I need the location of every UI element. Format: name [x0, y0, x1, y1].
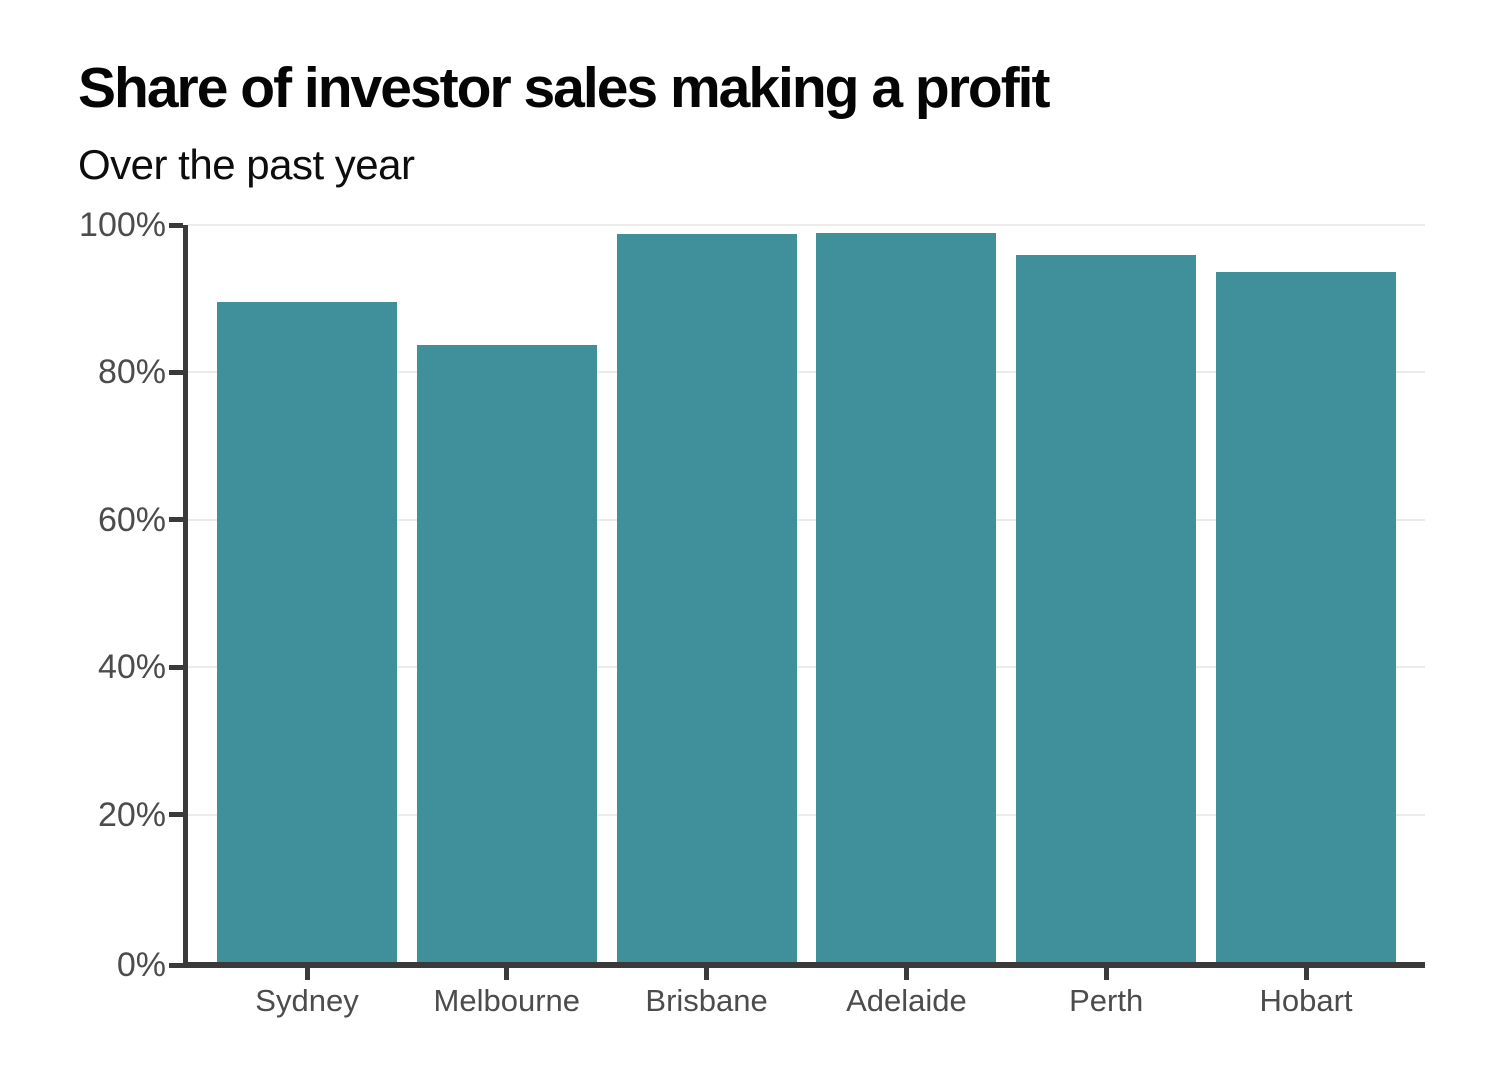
gridline-40	[188, 666, 1425, 669]
x-tick-label-brisbane: Brisbane	[645, 983, 768, 1018]
x-tick-melbourne	[504, 968, 510, 980]
x-tick-adelaide	[903, 968, 909, 980]
bar-adelaide	[816, 233, 996, 962]
x-tick-brisbane	[704, 968, 710, 980]
x-tick-perth	[1103, 968, 1109, 980]
y-tick-100	[169, 222, 183, 228]
gridline-60	[188, 518, 1425, 521]
y-tick-label-100: 100%	[79, 206, 166, 244]
x-tick-label-melbourne: Melbourne	[433, 983, 581, 1018]
y-tick-label-0: 0%	[116, 946, 166, 984]
chart-title: Share of investor sales making a profit	[78, 56, 1050, 120]
x-tick-label-hobart: Hobart	[1259, 983, 1353, 1018]
x-axis-line	[183, 962, 1425, 968]
x-tick-label-perth: Perth	[1069, 983, 1144, 1018]
y-tick-80	[169, 369, 183, 375]
x-tick-sydney	[304, 968, 310, 980]
bar-hobart	[1216, 272, 1396, 962]
gridline-80	[188, 371, 1425, 374]
y-tick-20	[169, 812, 183, 818]
y-axis-line	[183, 225, 188, 968]
bar-perth	[1016, 255, 1196, 962]
x-tick-label-sydney: Sydney	[255, 983, 359, 1018]
y-tick-label-60: 60%	[97, 500, 166, 539]
bar-melbourne	[417, 345, 597, 962]
y-tick-label-40: 40%	[97, 648, 166, 687]
y-tick-label-80: 80%	[97, 353, 166, 392]
x-tick-label-adelaide: Adelaide	[846, 983, 967, 1018]
x-tick-hobart	[1303, 968, 1309, 980]
y-tick-60	[169, 517, 183, 523]
gridline-100	[188, 224, 1425, 226]
gridline-20	[188, 813, 1425, 816]
chart-subtitle: Over the past year	[78, 141, 415, 188]
y-tick-40	[169, 664, 183, 670]
bar-brisbane	[617, 233, 797, 962]
bar-sydney	[217, 301, 397, 962]
y-tick-label-20: 20%	[97, 795, 166, 834]
y-tick-0	[169, 962, 183, 968]
